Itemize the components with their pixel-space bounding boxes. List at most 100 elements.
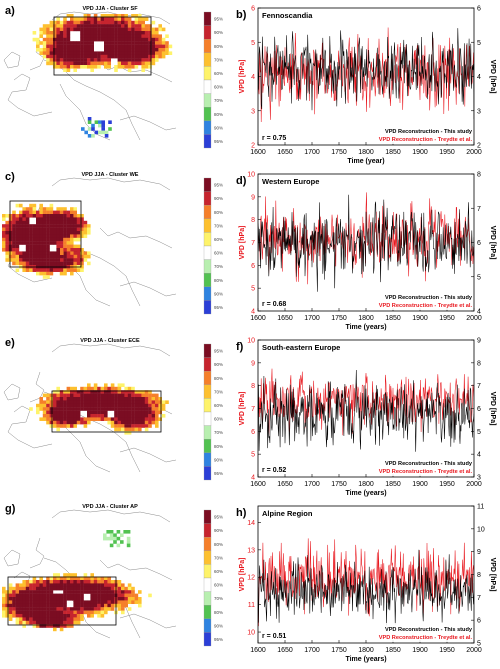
map-cell [104,417,108,421]
map-cell [56,407,60,411]
map-cell [56,44,60,49]
map-cell [49,258,54,262]
map-cell [39,590,43,594]
chart-panel: f)1600 1650 1700 1750 1800 1850 1900 1950 200045… [236,338,496,498]
map-cell [29,603,33,608]
y-tick-label-right: 9 [477,549,481,556]
map-cell [121,417,125,421]
map-cell [91,127,95,131]
x-tick-label: 1750 [331,481,347,488]
map-cell [134,41,139,45]
map-cell [49,237,54,242]
map-cell [32,244,37,249]
map-cell [117,48,122,52]
map-cell [114,54,118,59]
map-cell [70,590,74,594]
map-cell [46,603,50,608]
map-cell [117,51,122,55]
map-cell [121,27,125,32]
map-cell [109,536,114,541]
map-cell [66,65,71,69]
map-cell [114,20,118,25]
map-cell [93,386,98,391]
map-cell [83,258,88,262]
map-cell [25,586,30,591]
map-cell [56,27,60,32]
map-cell [144,407,149,411]
map-cell [90,37,94,42]
map-cell [116,536,121,541]
map-cell [59,24,64,28]
map-cell [46,31,50,35]
colorbar-label: 60% [214,569,223,574]
map-cell [124,590,128,594]
map-cell [42,214,47,218]
map-cell [144,410,149,415]
map-cell [116,543,121,548]
map-cell [70,261,74,266]
map-cell [144,390,149,394]
map-cell [90,614,94,618]
map-cell [83,224,88,228]
map-cell [121,58,125,62]
map-cell [114,27,118,32]
map-cell [70,580,74,584]
map-cell [36,248,40,252]
x-tick-label: 2000 [466,315,482,322]
map-cell [59,424,64,428]
map-cell [63,17,67,21]
map-cell [36,261,40,266]
map-cell [70,410,74,415]
map-cell [121,54,125,59]
map-cell [109,543,114,548]
map-cell [36,607,40,611]
map-cell [59,586,64,591]
map-cell [73,586,77,591]
map-cell [131,417,135,421]
map-cell [107,407,111,411]
map-cell [73,244,77,249]
map-cell [70,393,74,398]
map-cell [63,268,67,272]
map-cell [19,597,23,601]
map-cell [87,397,91,401]
map-cell [53,254,57,259]
map-cell [53,597,57,601]
map-cell [39,610,43,615]
map-cell [87,576,91,581]
map-cell [121,427,125,432]
map-cell [144,424,149,428]
colorbar-label: 70% [214,596,223,601]
map-cell [131,407,135,411]
y-tick-label-right: 8 [477,172,481,179]
map-cell [29,237,33,242]
map-cell [104,397,108,401]
y-axis-label-left: VPD [hPa] [239,558,246,592]
map-cell [127,34,132,38]
map-cell [80,403,84,408]
map-cell [97,407,101,411]
map-cell [42,597,47,601]
map-cell [56,573,60,577]
map-cell [141,54,145,59]
map-cell [59,241,64,245]
map-cell [42,207,47,211]
map-cell [114,31,118,35]
map-cell [63,207,67,211]
colorbar-label: 80% [214,542,223,547]
map-cell [93,580,98,584]
map-cell [138,397,142,401]
map-cell [80,600,84,604]
map-cell [15,268,20,272]
map-cell [53,610,57,615]
map-cell [53,24,57,28]
map-cell [70,248,74,252]
map-cell [141,24,145,28]
map-cell [94,130,99,135]
map-cell [46,27,50,32]
map-cell [100,27,105,32]
map-cell [117,400,122,404]
map-cell [110,393,115,398]
map-cell [80,607,84,611]
map-cell [107,400,111,404]
